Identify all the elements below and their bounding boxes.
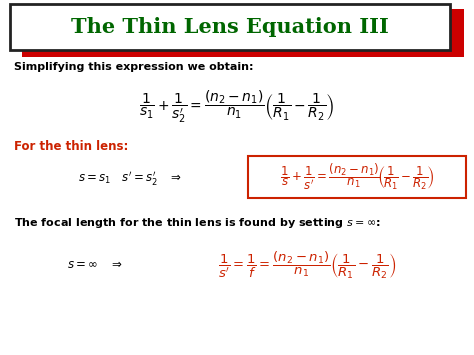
Text: Simplifying this expression we obtain:: Simplifying this expression we obtain: bbox=[14, 62, 254, 72]
Text: $s = \infty \quad \Rightarrow$: $s = \infty \quad \Rightarrow$ bbox=[67, 258, 123, 272]
Bar bbox=[22, 9, 464, 57]
Text: $s = s_1 \quad s^{\prime} = s_2^{\prime} \quad \Rightarrow$: $s = s_1 \quad s^{\prime} = s_2^{\prime}… bbox=[78, 169, 182, 187]
Text: The focal length for the thin lens is found by setting $s = \infty$:: The focal length for the thin lens is fo… bbox=[14, 216, 381, 230]
Bar bbox=[248, 156, 466, 198]
Bar bbox=[10, 4, 450, 50]
Text: $\dfrac{1}{s^{\prime}} = \dfrac{1}{f} = \dfrac{(n_2 - n_1)}{n_1}\left(\dfrac{1}{: $\dfrac{1}{s^{\prime}} = \dfrac{1}{f} = … bbox=[218, 249, 396, 281]
Text: $\dfrac{1}{s_1} + \dfrac{1}{s_2^{\prime}} = \dfrac{(n_2 - n_1)}{n_1}\left(\dfrac: $\dfrac{1}{s_1} + \dfrac{1}{s_2^{\prime}… bbox=[139, 88, 335, 125]
Text: $\dfrac{1}{s} + \dfrac{1}{s^{\prime}} = \dfrac{(n_2 - n_1)}{n_1}\!\left(\!\dfrac: $\dfrac{1}{s} + \dfrac{1}{s^{\prime}} = … bbox=[280, 162, 434, 192]
Text: For the thin lens:: For the thin lens: bbox=[14, 141, 128, 153]
Text: The Thin Lens Equation III: The Thin Lens Equation III bbox=[71, 17, 389, 37]
